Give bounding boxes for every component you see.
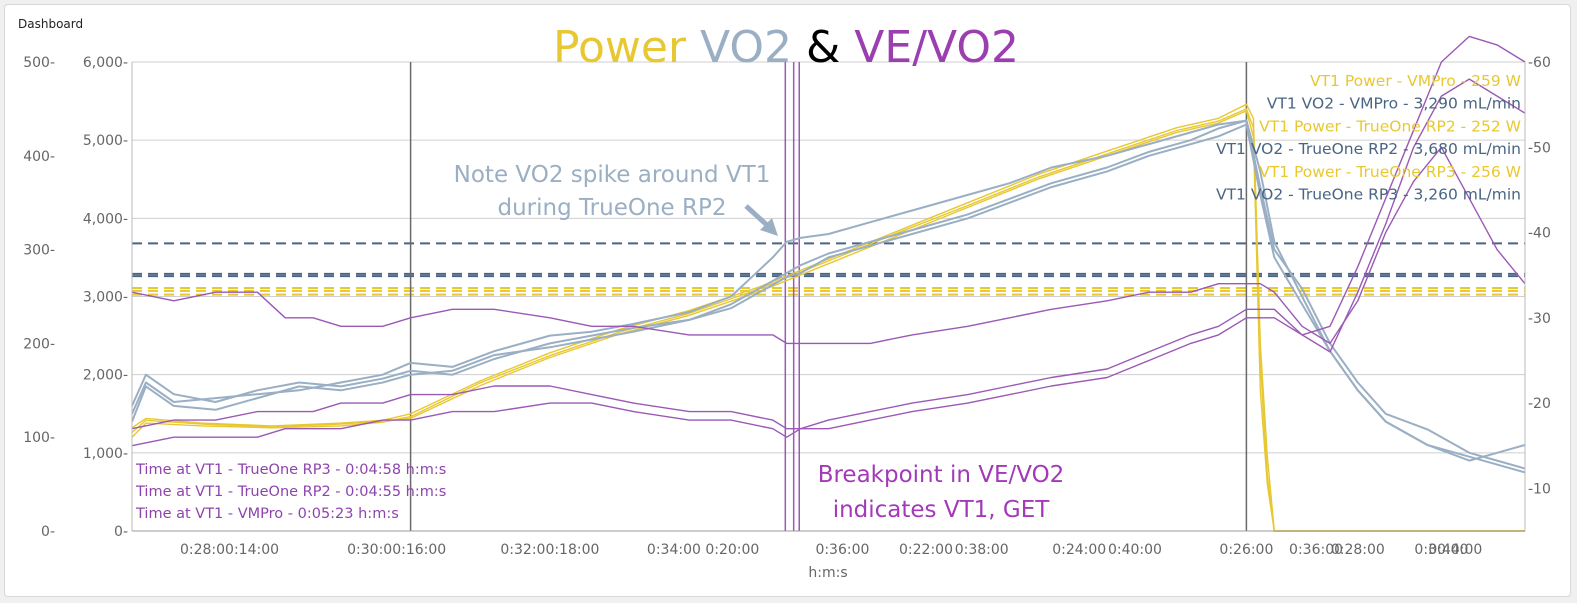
x-tick-label: 0:38:00	[955, 542, 1009, 558]
series-ve-vo2-trueone-rp2	[131, 78, 1526, 430]
x-tick-label: 0:32:00:18:00	[500, 542, 599, 558]
series-power-vmpro	[131, 103, 1525, 532]
x-axis-label: h:m:s	[808, 565, 847, 581]
x-tick-label: 0:30:00:16:00	[347, 542, 446, 558]
x-tick-label: 0:30:00	[1414, 542, 1468, 558]
series-vo2-trueone-rp2	[131, 119, 1526, 462]
vo2-tick-label: 2,000-	[83, 368, 128, 384]
vo2-note-line2: during TrueOne RP2	[498, 195, 727, 221]
chart-title: Power VO2 & VE/VO2	[553, 22, 1019, 73]
vevo2-tick-label: -30	[1528, 311, 1551, 327]
series-ve-vo2-trueone-rp3	[131, 35, 1526, 447]
legend-left-item: Time at VT1 - TrueOne RP2 - 0:04:55 h:m:…	[135, 484, 446, 500]
power-tick-label: 300-	[23, 243, 55, 259]
vertical-markers	[409, 62, 1248, 531]
legend-right-item: VT1 Power - TrueOne RP3 - 256 W	[1259, 163, 1521, 181]
x-tick-label: 0:28:00:14:00	[180, 542, 279, 558]
x-tick-label: 0:24:00	[1052, 542, 1106, 558]
vo2-note-arrow	[744, 204, 778, 236]
axes: 0- 1,000- 2,000- 3,000- 4,000- 5,000- 6,000- 0-…	[23, 55, 1551, 558]
breakpoint-line1: Breakpoint in VE/VO2	[818, 462, 1065, 488]
x-tick-label: 0:28:00	[1331, 542, 1385, 558]
vo2-tick-label: 6,000-	[83, 55, 128, 71]
x-tick-label: 0:44:00	[1428, 542, 1482, 558]
legend-right-item: VT1 VO2 - TrueOne RP3 - 3,260 mL/min	[1216, 186, 1521, 204]
vevo2-tick-label: -40	[1528, 226, 1551, 242]
vo2-tick-label: 1,000-	[83, 446, 128, 462]
x-tick-label: 0:36:00	[815, 542, 869, 558]
legend-left-item: Time at VT1 - VMPro - 0:05:23 h:m:s	[135, 506, 399, 522]
vo2-tick-label: 4,000-	[83, 211, 128, 227]
vevo2-tick-label: -60	[1528, 55, 1551, 71]
series-vo2-trueone-rp3	[131, 123, 1526, 474]
x-tick-label: 0:22:00	[899, 542, 953, 558]
x-tick-label: 0:34:00 0:20:00	[647, 542, 759, 558]
x-tick-label: 0:26:00	[1219, 542, 1273, 558]
power-tick-label: 100-	[23, 430, 55, 446]
legend-right: VT1 Power - VMPro - 259 W VT1 VO2 - VMPro…	[1216, 72, 1521, 204]
series-ve-vo2-vmpro	[131, 146, 1526, 345]
breakpoint-line2: indicates VT1, GET	[833, 497, 1051, 523]
vo2-tick-label: 0-	[114, 524, 128, 540]
power-tick-label: 400-	[23, 149, 55, 165]
vevo2-tick-label: -50	[1528, 140, 1551, 156]
series-power-trueone-rp3	[131, 110, 1525, 532]
legend-right-item: VT1 VO2 - TrueOne RP2 - 3,680 mL/min	[1216, 140, 1521, 158]
series-vo2-vmpro	[131, 119, 1526, 470]
power-tick-label: 0-	[41, 524, 55, 540]
legend-right-item: VT1 Power - TrueOne RP2 - 252 W	[1259, 117, 1521, 135]
panel-title: Dashboard	[18, 17, 84, 31]
vo2-tick-label: 3,000-	[83, 290, 128, 306]
vevo2-tick-label: -10	[1528, 481, 1551, 497]
dashboard-panel: Dashboard	[4, 4, 1571, 597]
power-tick-label: 500-	[23, 55, 55, 71]
series-power-trueone-rp2	[131, 108, 1525, 532]
vt1-reference-lines	[132, 242, 1525, 296]
series-lines	[131, 35, 1526, 532]
legend-right-item: VT1 VO2 - VMPro - 3,290 mL/min	[1267, 95, 1521, 113]
x-tick-label: 0:40:00	[1108, 542, 1162, 558]
title-amp: &	[806, 22, 840, 73]
vevo2-tick-label: -20	[1528, 396, 1551, 412]
legend-right-item: VT1 Power - VMPro - 259 W	[1310, 72, 1521, 90]
x-tick-label: 0:36:00	[1289, 542, 1343, 558]
vo2-note-line1: Note VO2 spike around VT1	[454, 162, 771, 188]
power-tick-label: 200-	[23, 336, 55, 352]
title-vevo2: VE/VO2	[854, 22, 1019, 73]
title-vo2: VO2	[700, 22, 792, 73]
title-power: Power	[553, 22, 687, 73]
legend-left-item: Time at VT1 - TrueOne RP3 - 0:04:58 h:m:…	[135, 462, 446, 478]
legend-left: Time at VT1 - TrueOne RP3 - 0:04:58 h:m:…	[135, 462, 446, 522]
vo2-tick-label: 5,000-	[83, 133, 128, 149]
